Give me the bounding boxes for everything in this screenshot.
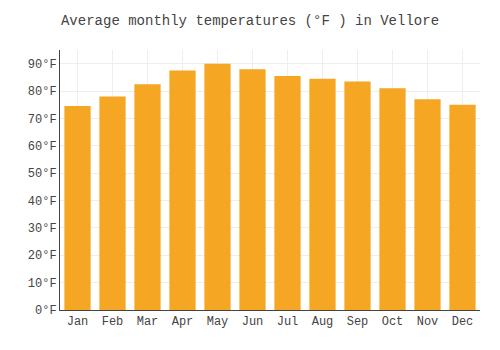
svg-text:20°F: 20°F bbox=[28, 249, 57, 263]
svg-text:80°F: 80°F bbox=[28, 85, 57, 99]
svg-text:50°F: 50°F bbox=[28, 167, 57, 181]
svg-text:10°F: 10°F bbox=[28, 277, 57, 291]
svg-text:Sep: Sep bbox=[347, 315, 369, 329]
svg-text:70°F: 70°F bbox=[28, 113, 57, 127]
svg-text:30°F: 30°F bbox=[28, 222, 57, 236]
svg-text:Jan: Jan bbox=[67, 315, 89, 329]
svg-text:Average monthly temperatures (: Average monthly temperatures (°F ) in Ve… bbox=[61, 13, 439, 29]
svg-text:Jul: Jul bbox=[277, 315, 299, 329]
svg-text:May: May bbox=[207, 315, 229, 329]
svg-text:90°F: 90°F bbox=[28, 58, 57, 72]
svg-text:Jun: Jun bbox=[242, 315, 264, 329]
svg-text:Dec: Dec bbox=[452, 315, 474, 329]
svg-text:Mar: Mar bbox=[137, 315, 159, 329]
svg-text:60°F: 60°F bbox=[28, 140, 57, 154]
svg-text:Apr: Apr bbox=[172, 315, 194, 329]
svg-text:Feb: Feb bbox=[102, 315, 124, 329]
svg-text:Aug: Aug bbox=[312, 315, 334, 329]
svg-text:Oct: Oct bbox=[382, 315, 404, 329]
svg-text:0°F: 0°F bbox=[35, 304, 57, 318]
svg-text:40°F: 40°F bbox=[28, 195, 57, 209]
svg-text:Nov: Nov bbox=[417, 315, 439, 329]
